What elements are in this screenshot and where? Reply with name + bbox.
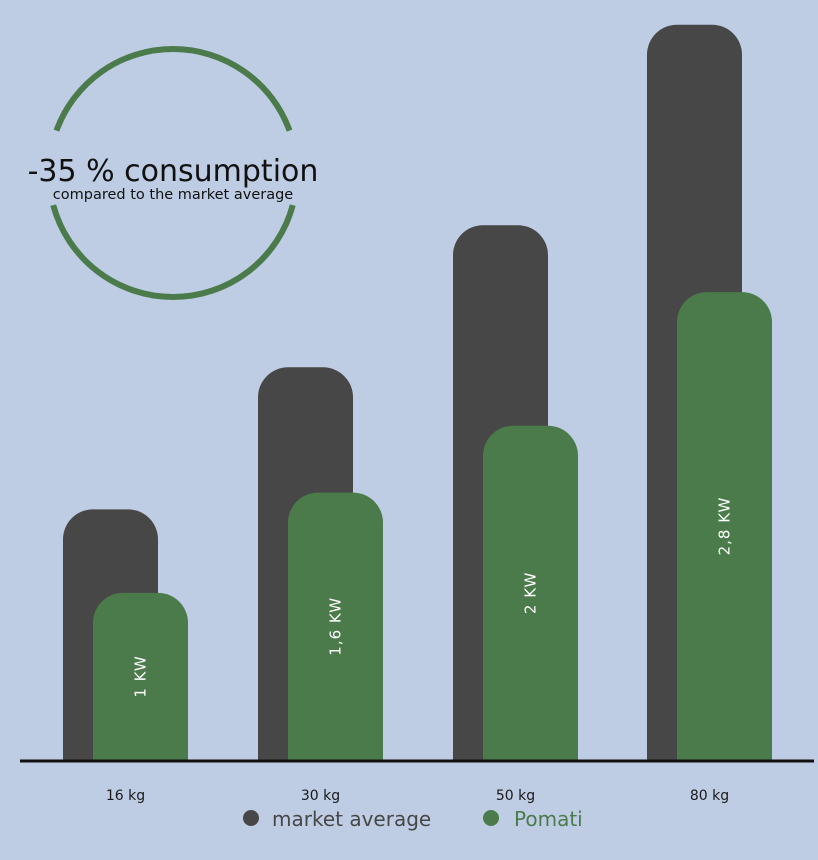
data-label-pomati-4: 2,8 KW bbox=[716, 497, 734, 556]
bar-pomati-3 bbox=[483, 425, 578, 760]
callout-ring-bottom-arc bbox=[50, 204, 296, 300]
data-label-pomati-1: 1 KW bbox=[132, 655, 150, 697]
bar-pomati-4 bbox=[677, 292, 772, 760]
consumption-callout: -35 % consumption compared to the market… bbox=[28, 46, 319, 300]
bars-group: 1 KW 1,6 KW 2 KW 2,8 KW bbox=[63, 24, 772, 760]
x-tick-label-4: 80 kg bbox=[690, 788, 729, 804]
legend-marker-market-average bbox=[243, 810, 259, 826]
bar-pomati-2 bbox=[288, 492, 383, 760]
legend-label-pomati: Pomati bbox=[514, 807, 583, 831]
legend-marker-pomati bbox=[483, 810, 499, 826]
x-tick-label-2: 30 kg bbox=[301, 788, 340, 804]
bar-pomati-1 bbox=[93, 592, 188, 760]
data-label-pomati-3: 2 KW bbox=[522, 572, 540, 614]
legend-label-market-average: market average bbox=[272, 807, 431, 831]
x-tick-label-3: 50 kg bbox=[496, 788, 535, 804]
legend: market average Pomati bbox=[243, 807, 583, 831]
x-axis-ticks: 16 kg 30 kg 50 kg 80 kg bbox=[106, 788, 729, 804]
callout-subtitle: compared to the market average bbox=[53, 187, 294, 203]
callout-title: -35 % consumption bbox=[28, 154, 319, 189]
data-label-pomati-2: 1,6 KW bbox=[327, 597, 345, 656]
x-tick-label-1: 16 kg bbox=[106, 788, 145, 804]
callout-ring-top-arc bbox=[53, 46, 293, 132]
